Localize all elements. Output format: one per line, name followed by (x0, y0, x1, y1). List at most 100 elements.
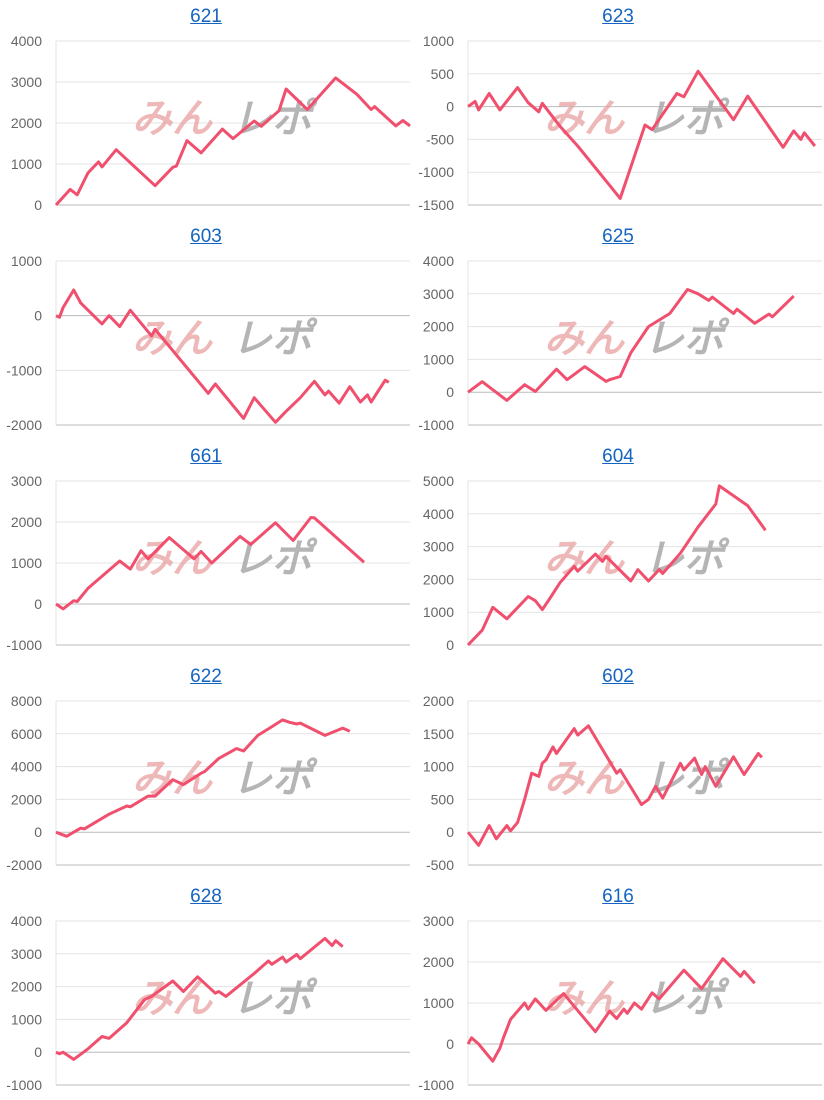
y-tick-label: -1000 (418, 417, 454, 433)
y-tick-label: 1000 (423, 351, 454, 367)
y-tick-label: 3000 (423, 913, 454, 929)
watermark-logo: みん レポ (132, 96, 318, 142)
y-tick-label: 3000 (423, 286, 454, 302)
y-tick-label: -2000 (6, 417, 42, 433)
chart-title-link[interactable]: 603 (190, 226, 222, 247)
y-tick-label: 0 (446, 384, 454, 400)
y-tick-label: 0 (34, 596, 42, 612)
svg-text:みん: みん (544, 316, 626, 362)
series-line (466, 484, 767, 647)
y-tick-label: 0 (446, 99, 454, 115)
y-tick-label: 1000 (423, 33, 454, 49)
watermark-logo: みん レポ (132, 536, 318, 582)
y-tick-label: 1000 (11, 1011, 42, 1027)
series-line (54, 76, 411, 207)
svg-text:レポ: レポ (644, 316, 730, 362)
chart-panel: 616 -1000 0 1000 2000 3000 みん レポ (412, 880, 824, 1100)
watermark-logo: みん レポ (132, 756, 318, 802)
y-tick-label: 8000 (11, 693, 42, 709)
series-line (466, 724, 763, 847)
y-tick-label: -1000 (418, 1077, 454, 1093)
svg-text:みん: みん (544, 96, 626, 142)
y-tick-label: -500 (426, 131, 454, 147)
y-tick-label: 3000 (11, 946, 42, 962)
svg-text:みん: みん (132, 316, 214, 362)
svg-text:レポ: レポ (232, 316, 318, 362)
line-chart: -2000 0 2000 4000 6000 8000 みん レポ (6, 693, 410, 873)
y-tick-label: -1000 (418, 164, 454, 180)
line-chart: -1500 -1000 -500 0 500 1000 みん レポ (418, 33, 822, 213)
y-tick-label: 0 (446, 1036, 454, 1052)
y-tick-label: 6000 (11, 726, 42, 742)
y-tick-label: 500 (431, 791, 455, 807)
series-line (55, 516, 365, 611)
y-tick-label: 3000 (11, 473, 42, 489)
y-tick-label: 2000 (423, 571, 454, 587)
chart-panel: 621 0 1000 2000 3000 4000 みん レポ (0, 0, 412, 220)
y-tick-label: 5000 (423, 473, 454, 489)
chart-panel: 628 -1000 0 1000 2000 3000 4000 みん レポ (0, 880, 412, 1100)
y-tick-label: -1000 (6, 362, 42, 378)
y-tick-label: 500 (431, 66, 455, 82)
y-tick-label: 0 (34, 308, 42, 324)
svg-text:みん: みん (132, 536, 214, 582)
line-chart: -2000 -1000 0 1000 みん レポ (6, 253, 410, 433)
line-chart: -500 0 500 1000 1500 2000 みん レポ (423, 693, 822, 873)
series-line (466, 957, 756, 1063)
watermark-logo: みん レポ (544, 536, 730, 582)
svg-text:レポ: レポ (644, 96, 730, 142)
svg-text:レポ: レポ (232, 96, 318, 142)
line-chart: 0 1000 2000 3000 4000 5000 みん レポ (423, 473, 822, 653)
y-tick-label: 1000 (11, 555, 42, 571)
chart-panel: 623 -1500 -1000 -500 0 500 1000 みん レポ (412, 0, 824, 220)
series-line (55, 936, 344, 1061)
y-tick-label: 3000 (423, 539, 454, 555)
series-line (467, 69, 817, 200)
y-tick-label: 2000 (11, 979, 42, 995)
series-line (467, 288, 795, 402)
chart-panel: 604 0 1000 2000 3000 4000 5000 みん レポ (412, 440, 824, 660)
series-line (55, 718, 351, 838)
chart-title-link[interactable]: 616 (602, 886, 634, 907)
svg-text:レポ: レポ (232, 976, 318, 1022)
y-tick-label: 2000 (11, 791, 42, 807)
y-tick-label: 0 (34, 197, 42, 213)
chart-title-link[interactable]: 623 (602, 6, 634, 27)
chart-title-link[interactable]: 625 (602, 226, 634, 247)
y-tick-label: -1500 (418, 197, 454, 213)
chart-title-link[interactable]: 604 (602, 446, 634, 467)
watermark-logo: みん レポ (544, 316, 730, 362)
y-tick-label: 2000 (423, 319, 454, 335)
y-tick-label: -1000 (6, 1077, 42, 1093)
y-tick-label: 4000 (11, 913, 42, 929)
svg-text:レポ: レポ (644, 976, 730, 1022)
chart-panel: 661 -1000 0 1000 2000 3000 みん レポ (0, 440, 412, 660)
chart-panel: 625 -1000 0 1000 2000 3000 4000 みん レポ (412, 220, 824, 440)
y-tick-label: 0 (446, 824, 454, 840)
y-tick-label: 2000 (11, 115, 42, 131)
y-tick-label: 1000 (11, 156, 42, 172)
y-tick-label: 1000 (423, 604, 454, 620)
watermark-logo: みん レポ (132, 316, 318, 362)
line-chart: -1000 0 1000 2000 3000 4000 みん レポ (6, 913, 410, 1093)
chart-title-link[interactable]: 622 (190, 666, 222, 687)
y-tick-label: 1000 (423, 995, 454, 1011)
y-tick-label: 3000 (11, 74, 42, 90)
chart-title-link[interactable]: 628 (190, 886, 222, 907)
watermark-logo: みん レポ (544, 96, 730, 142)
chart-title-link[interactable]: 602 (602, 666, 634, 687)
y-tick-label: -2000 (6, 857, 42, 873)
svg-text:レポ: レポ (232, 536, 318, 582)
chart-title-link[interactable]: 621 (190, 6, 222, 27)
y-tick-label: 4000 (423, 253, 454, 269)
y-tick-label: 0 (446, 637, 454, 653)
line-chart: -1000 0 1000 2000 3000 みん レポ (418, 913, 822, 1093)
y-tick-label: 2000 (11, 514, 42, 530)
svg-text:レポ: レポ (232, 756, 318, 802)
chart-title-link[interactable]: 661 (190, 446, 222, 467)
y-tick-label: 2000 (423, 954, 454, 970)
y-tick-label: 2000 (423, 693, 454, 709)
watermark-logo: みん レポ (544, 976, 730, 1022)
watermark-logo: みん レポ (544, 756, 730, 802)
y-tick-label: 1500 (423, 726, 454, 742)
